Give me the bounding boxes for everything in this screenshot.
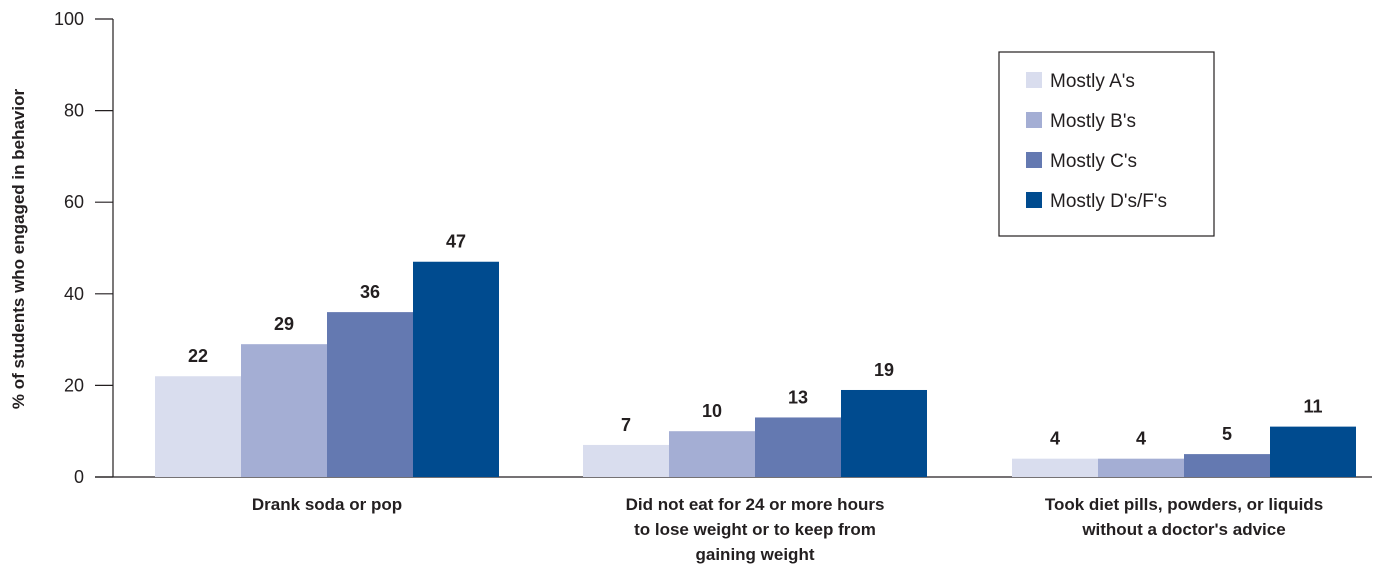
category-label: Took diet pills, powders, or liquids bbox=[1045, 495, 1323, 514]
legend-swatch bbox=[1026, 112, 1042, 128]
bar bbox=[669, 431, 755, 477]
legend: Mostly A's Mostly B's Mostly C's Mostly D's… bbox=[998, 51, 1215, 237]
bar-value-label: 36 bbox=[360, 282, 380, 302]
y-tick-label: 60 bbox=[64, 192, 84, 212]
y-axis-title: % of students who engaged in behavior bbox=[9, 89, 28, 410]
data-labels: 22 7 4 29 10 4 36 13 5 47 19 11 bbox=[188, 232, 1323, 449]
bar-value-label: 5 bbox=[1222, 424, 1232, 444]
y-tick-label: 80 bbox=[64, 101, 84, 121]
bar bbox=[155, 376, 241, 477]
bar bbox=[755, 417, 841, 477]
bar-value-label: 4 bbox=[1050, 429, 1060, 449]
bar-value-label: 19 bbox=[874, 360, 894, 380]
legend-label: Mostly D's/F's bbox=[1050, 191, 1167, 212]
legend-swatch bbox=[1026, 72, 1042, 88]
category-label: Drank soda or pop bbox=[252, 495, 402, 514]
legend-label: Mostly C's bbox=[1050, 151, 1137, 172]
bar bbox=[327, 312, 413, 477]
bar-value-label: 29 bbox=[274, 314, 294, 334]
y-tick-label: 20 bbox=[64, 375, 84, 395]
category-label: without a doctor's advice bbox=[1081, 520, 1285, 539]
bar bbox=[1184, 454, 1270, 477]
bar-value-label: 22 bbox=[188, 346, 208, 366]
bars bbox=[155, 261, 1356, 477]
y-tick-label: 40 bbox=[64, 284, 84, 304]
bar-value-label: 11 bbox=[1303, 397, 1322, 417]
legend-label: Mostly A's bbox=[1050, 71, 1135, 92]
bar bbox=[413, 261, 499, 477]
category-label: Did not eat for 24 or more hours bbox=[626, 495, 885, 514]
bar bbox=[1012, 458, 1098, 477]
bar bbox=[1098, 458, 1184, 477]
legend-swatch bbox=[1026, 192, 1042, 208]
category-label: gaining weight bbox=[696, 545, 815, 564]
bar bbox=[841, 389, 927, 477]
category-label: to lose weight or to keep from bbox=[634, 520, 876, 539]
bar-value-label: 7 bbox=[621, 415, 631, 435]
bar-value-label: 10 bbox=[702, 401, 722, 421]
bar bbox=[583, 444, 669, 477]
legend-swatch bbox=[1026, 152, 1042, 168]
bar bbox=[1270, 426, 1356, 477]
y-tick-label: 100 bbox=[54, 9, 84, 29]
legend-label: Mostly B's bbox=[1050, 111, 1136, 132]
category-labels: Drank soda or pop Did not eat for 24 or m… bbox=[252, 495, 1323, 564]
y-tick-label: 0 bbox=[74, 467, 84, 487]
bar-value-label: 13 bbox=[788, 387, 808, 407]
bar-value-label: 47 bbox=[446, 232, 466, 252]
bar bbox=[241, 344, 327, 477]
bar-value-label: 4 bbox=[1136, 429, 1146, 449]
